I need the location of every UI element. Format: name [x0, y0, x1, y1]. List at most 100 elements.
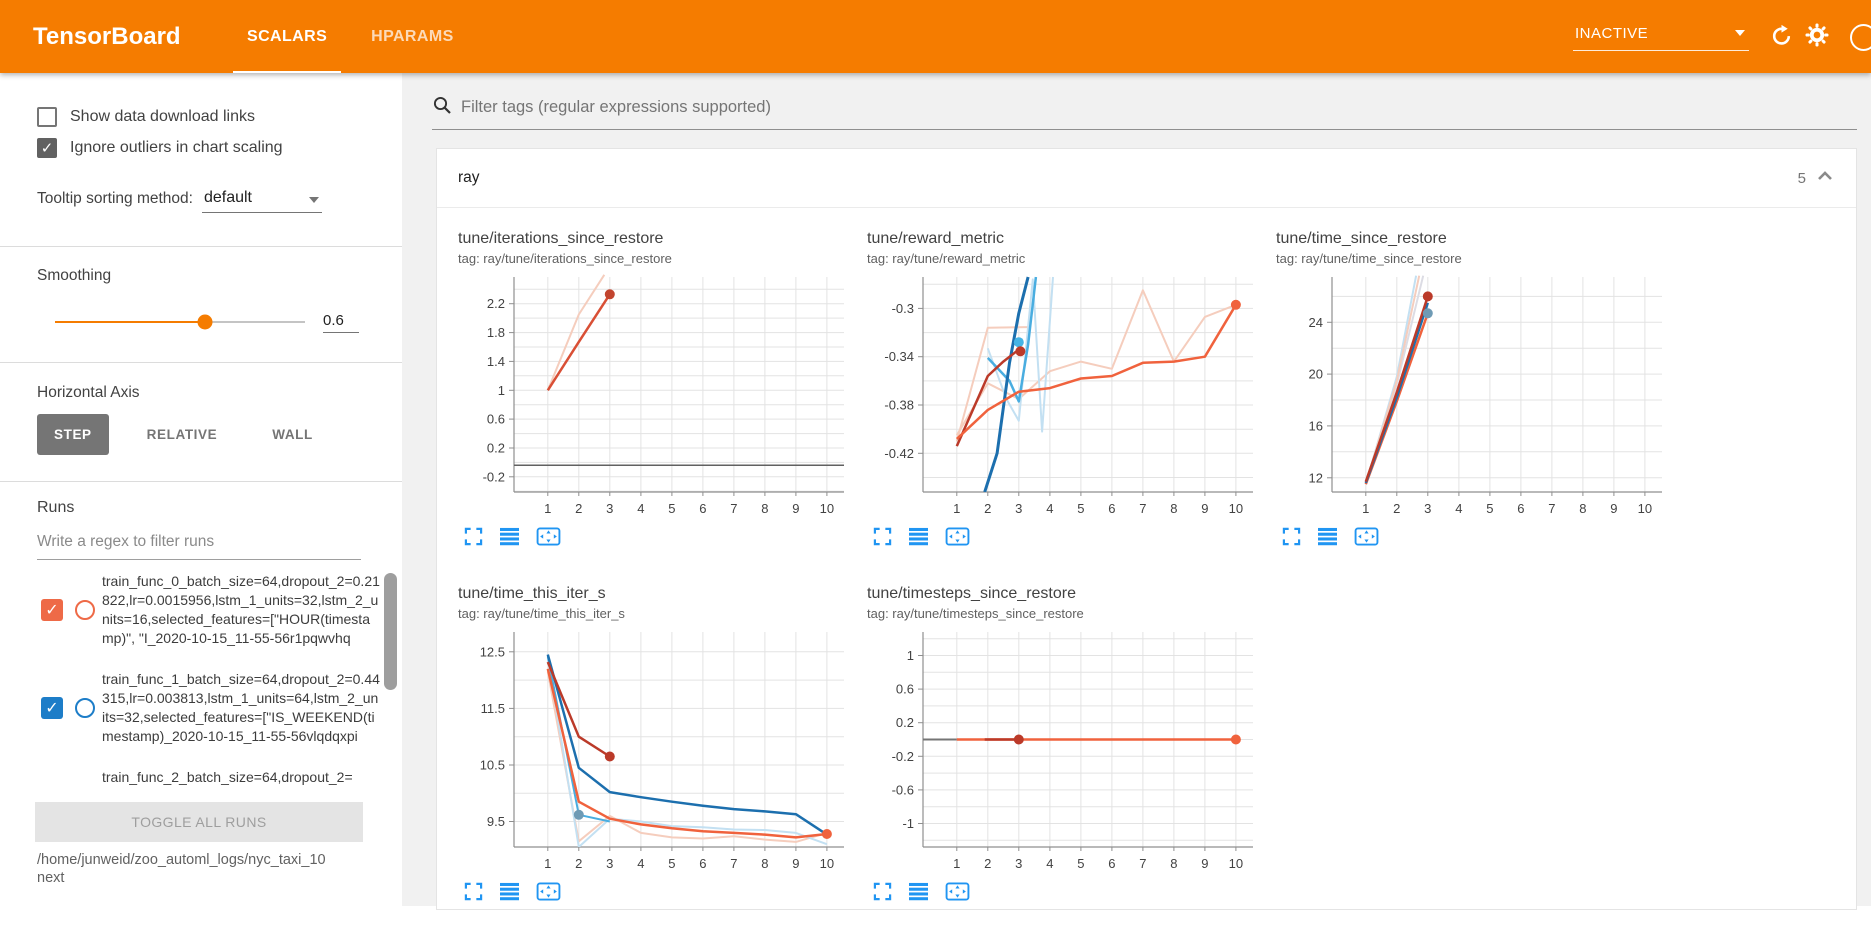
svg-text:3: 3 [606, 501, 613, 516]
svg-text:8: 8 [1170, 856, 1177, 871]
fit-domain-icon[interactable] [534, 525, 563, 551]
ignore-outliers-checkbox-row[interactable]: ✓ Ignore outliers in chart scaling [37, 138, 402, 158]
run-checkbox[interactable]: ✓ [41, 599, 63, 621]
status-dropdown[interactable]: INACTIVE [1573, 23, 1749, 51]
run-radio[interactable] [75, 698, 95, 718]
svg-text:0.6: 0.6 [487, 412, 505, 427]
fit-domain-icon[interactable] [943, 880, 972, 906]
svg-text:2: 2 [575, 856, 582, 871]
tooltip-sorting-select[interactable]: default [201, 189, 322, 213]
show-download-links-checkbox-row[interactable]: ✓ Show data download links [37, 107, 402, 127]
runs-list: ✓ train_func_0_batch_size=64,dropout_2=0.… [37, 572, 402, 812]
svg-text:8: 8 [761, 501, 768, 516]
settings-button[interactable] [1799, 19, 1835, 55]
expand-icon[interactable] [871, 525, 894, 551]
expand-icon[interactable] [462, 880, 485, 906]
svg-text:0.2: 0.2 [487, 441, 505, 456]
app-title: TensorBoard [33, 22, 181, 50]
step-button[interactable]: STEP [37, 414, 109, 455]
chart-tag: tag: ray/tune/reward_metric [867, 251, 1026, 266]
scalar-chart-card: tune/iterations_since_restore tag: ray/tu… [458, 230, 848, 551]
chart-tag: tag: ray/tune/time_this_iter_s [458, 606, 625, 621]
refresh-button[interactable] [1763, 19, 1799, 55]
help-icon [1850, 23, 1871, 51]
svg-text:-0.38: -0.38 [884, 398, 914, 413]
svg-text:-0.42: -0.42 [884, 446, 914, 461]
svg-text:4: 4 [1455, 501, 1462, 516]
runs-scrollbar[interactable] [384, 573, 397, 690]
toggle-all-runs-button[interactable]: TOGGLE ALL RUNS [35, 802, 363, 842]
relative-button[interactable]: RELATIVE [130, 414, 235, 455]
checkbox-checked-icon[interactable]: ✓ [37, 138, 57, 158]
run-name: train_func_2_batch_size=64,dropout_2= [102, 769, 353, 785]
help-button[interactable] [1841, 19, 1871, 55]
svg-text:9: 9 [1610, 501, 1617, 516]
tab-scalars[interactable]: SCALARS [233, 0, 342, 73]
chart-plot[interactable]: -0.2 0.2 0.6 1 1.4 1.8 2.2 1 2 3 4 5 6 7 8 9 10 [458, 267, 848, 518]
runs-selector-icon[interactable] [498, 525, 521, 551]
run-checkbox[interactable]: ✓ [41, 697, 63, 719]
ray-section-card: ray 5 tune/iterations_since_restore tag: … [436, 148, 1857, 910]
svg-text:-0.34: -0.34 [884, 349, 914, 364]
smoothing-slider-fill [55, 321, 205, 323]
fit-domain-icon[interactable] [1352, 525, 1381, 551]
svg-text:2: 2 [984, 856, 991, 871]
chevron-up-icon[interactable] [1816, 169, 1834, 188]
svg-text:8: 8 [1579, 501, 1586, 516]
tooltip-sorting-value: default [203, 189, 252, 206]
checkbox-unchecked-icon[interactable]: ✓ [37, 107, 57, 127]
chart-plot[interactable]: -1 -0.6 -0.2 0.2 0.6 1 1 2 3 4 5 6 7 8 9 10 [867, 622, 1257, 873]
svg-text:7: 7 [1548, 501, 1555, 516]
expand-icon[interactable] [1280, 525, 1303, 551]
svg-text:5: 5 [1486, 501, 1493, 516]
tooltip-sorting-row: Tooltip sorting method: default [37, 189, 402, 213]
runs-selector-icon[interactable] [907, 525, 930, 551]
svg-text:5: 5 [1077, 856, 1084, 871]
chart-plot[interactable]: -0.42 -0.38 -0.34 -0.3 1 2 3 4 5 6 7 8 9 10 [867, 267, 1257, 518]
svg-text:-0.2: -0.2 [892, 749, 914, 764]
expand-icon[interactable] [871, 880, 894, 906]
chart-toolbar [1276, 525, 1666, 551]
wall-button[interactable]: WALL [255, 414, 330, 455]
run-name: train_func_1_batch_size=64,dropout_2=0.4… [102, 671, 380, 744]
divider [0, 246, 402, 247]
svg-text:6: 6 [1108, 501, 1115, 516]
run-radio[interactable] [75, 600, 95, 620]
chart-tag: tag: ray/tune/timesteps_since_restore [867, 606, 1084, 621]
tag-filter-input[interactable] [461, 98, 1857, 117]
chart-plot[interactable]: 9.5 10.5 11.5 12.5 1 2 3 4 5 6 7 8 9 10 [458, 622, 848, 873]
app-header: TensorBoard SCALARS HPARAMS INACTIVE [0, 0, 1871, 73]
fit-domain-icon[interactable] [534, 880, 563, 906]
runs-label: Runs [37, 499, 75, 516]
svg-text:9.5: 9.5 [487, 814, 505, 829]
svg-text:9: 9 [1201, 501, 1208, 516]
runs-selector-icon[interactable] [907, 880, 930, 906]
scalar-chart-card: tune/reward_metric tag: ray/tune/reward_m… [867, 230, 1257, 551]
runs-selector-icon[interactable] [498, 880, 521, 906]
svg-text:12.5: 12.5 [480, 644, 505, 659]
svg-text:8: 8 [761, 856, 768, 871]
tab-hparams[interactable]: HPARAMS [371, 27, 454, 45]
gear-icon [1804, 22, 1830, 51]
svg-text:7: 7 [1139, 501, 1146, 516]
runs-selector-icon[interactable] [1316, 525, 1339, 551]
runs-filter-input[interactable] [37, 533, 361, 560]
divider [0, 362, 402, 363]
tab-bar: SCALARS HPARAMS [233, 0, 484, 73]
horizontal-axis-label: Horizontal Axis [37, 384, 140, 401]
svg-text:10.5: 10.5 [480, 758, 505, 773]
run-item: ✓ train_func_1_batch_size=64,dropout_2=0.… [37, 670, 402, 746]
smoothing-slider-handle[interactable] [197, 314, 213, 330]
svg-text:9: 9 [792, 501, 799, 516]
smoothing-value-input[interactable] [323, 311, 359, 333]
ray-section-header[interactable]: ray 5 [437, 149, 1856, 208]
chart-toolbar [867, 880, 1257, 906]
fit-domain-icon[interactable] [943, 525, 972, 551]
scalar-chart-card: tune/time_this_iter_s tag: ray/tune/time_… [458, 585, 848, 906]
svg-text:1: 1 [907, 648, 914, 663]
smoothing-slider[interactable] [55, 314, 305, 330]
svg-text:6: 6 [1108, 856, 1115, 871]
expand-icon[interactable] [462, 525, 485, 551]
divider [0, 481, 402, 482]
